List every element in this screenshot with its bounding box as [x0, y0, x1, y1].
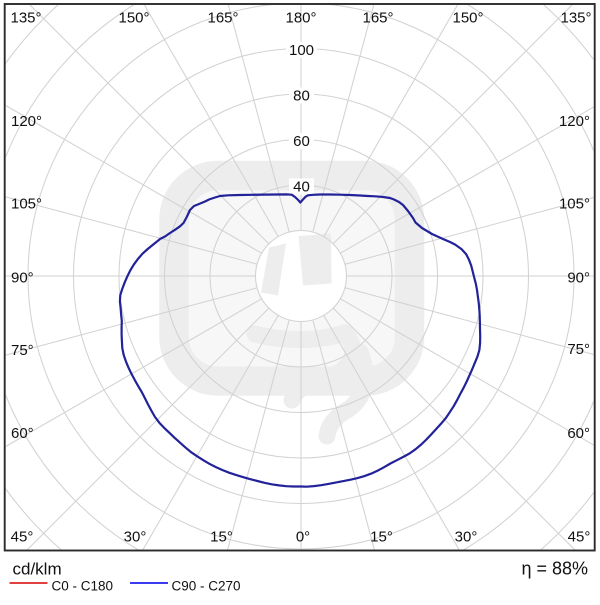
svg-text:60°: 60°	[567, 425, 590, 442]
svg-text:15°: 15°	[210, 529, 233, 546]
svg-text:C90 - C270: C90 - C270	[172, 579, 241, 594]
svg-text:0°: 0°	[296, 529, 310, 546]
svg-text:60°: 60°	[11, 425, 34, 442]
svg-text:45°: 45°	[11, 529, 34, 546]
svg-text:135°: 135°	[10, 10, 41, 27]
svg-text:80: 80	[293, 88, 310, 105]
svg-text:75°: 75°	[11, 342, 34, 359]
svg-text:120°: 120°	[11, 113, 42, 130]
svg-text:105°: 105°	[11, 196, 42, 213]
svg-text:η = 88%: η = 88%	[521, 559, 588, 579]
svg-text:30°: 30°	[455, 529, 478, 546]
svg-text:150°: 150°	[452, 10, 483, 27]
svg-text:40: 40	[293, 179, 310, 196]
svg-text:105°: 105°	[559, 196, 590, 213]
svg-text:100: 100	[289, 42, 314, 59]
svg-text:90°: 90°	[567, 269, 590, 286]
svg-text:15°: 15°	[370, 529, 393, 546]
svg-text:60: 60	[293, 133, 310, 150]
svg-text:135°: 135°	[560, 10, 591, 27]
svg-text:45°: 45°	[568, 529, 591, 546]
svg-text:90°: 90°	[11, 269, 34, 286]
svg-text:180°: 180°	[285, 10, 316, 27]
svg-text:cd/klm: cd/klm	[13, 560, 62, 579]
svg-text:165°: 165°	[362, 10, 393, 27]
svg-text:30°: 30°	[124, 529, 147, 546]
svg-text:150°: 150°	[118, 10, 149, 27]
svg-text:75°: 75°	[567, 341, 590, 358]
svg-text:165°: 165°	[207, 10, 238, 27]
svg-text:120°: 120°	[559, 113, 590, 130]
svg-text:C0 - C180: C0 - C180	[52, 579, 114, 594]
